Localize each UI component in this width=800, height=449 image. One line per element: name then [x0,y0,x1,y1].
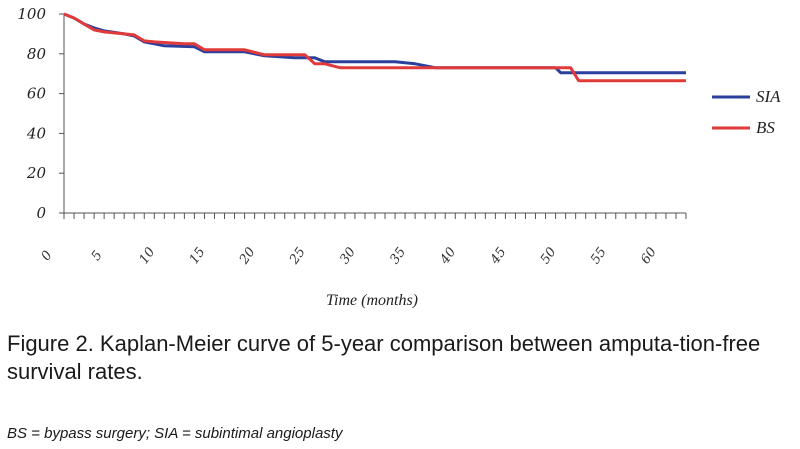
kaplan-meier-chart: 0 20 40 60 80 100 0 5 10 15 20 25 30 35 40 45 50 55 60 SIA… [17,5,781,309]
legend-label-bs: BS [756,118,775,137]
legend-label-sia: SIA [756,87,781,106]
y-tick-label: 20 [26,164,47,182]
abbreviation-note: BS = bypass surgery; SIA = subintimal an… [7,425,343,442]
x-tick-label: 25 [286,245,308,268]
x-tick-label: 5 [89,248,106,263]
x-tick-label: 0 [39,248,56,263]
x-tick-label: 45 [487,245,509,268]
y-tick-label: 40 [26,124,47,142]
y-tick-label: 80 [27,45,47,63]
x-tick-label: 10 [137,245,159,267]
x-tick-label: 15 [187,245,209,267]
x-tick-label: 30 [337,245,359,267]
axes: 0 20 40 60 80 100 0 5 10 15 20 25 30 35 40 45 50 55 60 [17,5,687,268]
x-tick-label: 35 [387,245,409,267]
x-axis-label: Time (months) [326,292,418,309]
y-tick-label: 100 [17,5,46,23]
y-tick-label: 0 [36,204,46,222]
y-tick-label: 60 [27,85,47,103]
series-lines [63,12,686,83]
x-tick-label: 50 [538,245,560,267]
figure-caption: Figure 2. Kaplan-Meier curve of 5-year c… [7,331,761,384]
x-tick-label: 20 [236,245,258,268]
x-tick-label: 60 [638,245,660,267]
x-tick-label: 40 [437,245,459,268]
x-tick-label: 55 [588,245,610,267]
legend: SIA BS [712,87,781,137]
series-line-bs [63,12,686,83]
